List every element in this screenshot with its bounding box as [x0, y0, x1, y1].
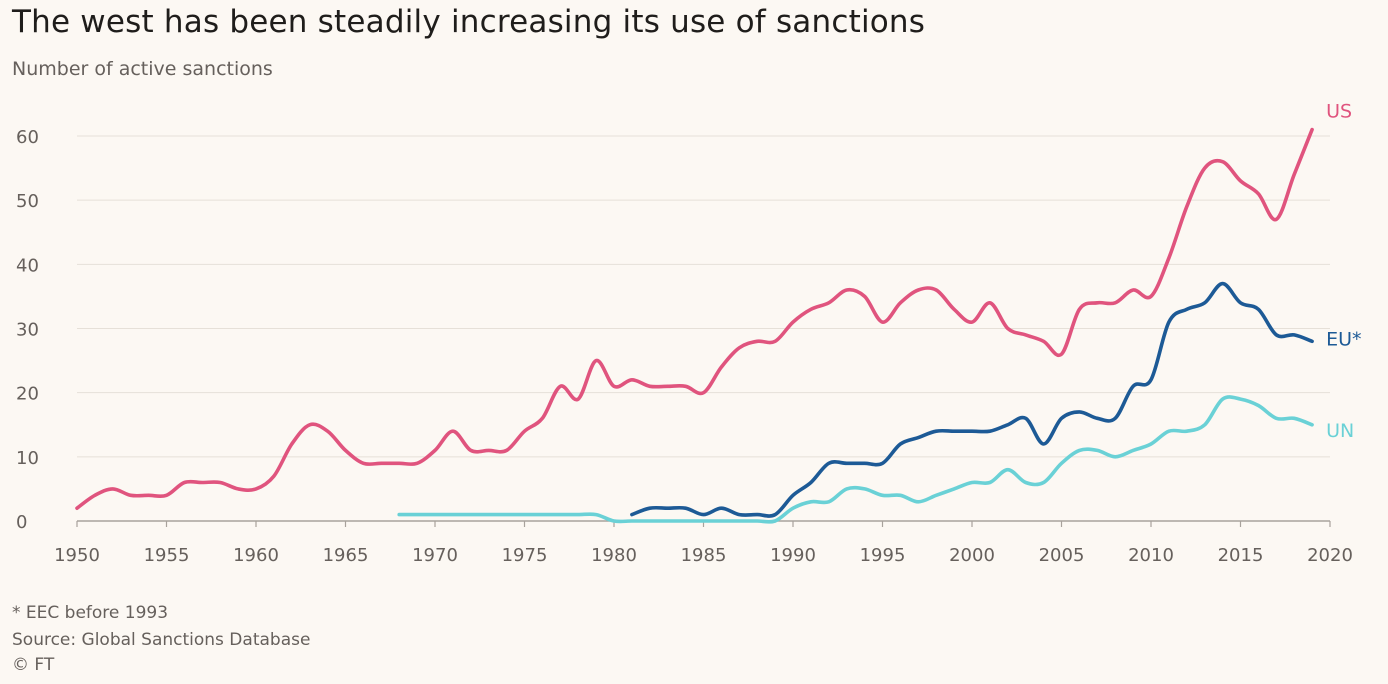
x-tick-label: 2005 — [1039, 545, 1085, 566]
x-tick-label: 2015 — [1218, 545, 1264, 566]
x-tick-label: 2020 — [1307, 545, 1353, 566]
x-tick-label: 1985 — [681, 545, 727, 566]
series-line-un — [397, 395, 1314, 524]
x-tick-label: 1970 — [412, 545, 458, 566]
gridlines — [77, 135, 1330, 522]
chart-title: The west has been steadily increasing it… — [12, 4, 926, 40]
source-note: Source: Global Sanctions Database — [12, 630, 311, 650]
series-label-un: UN — [1326, 420, 1354, 442]
credit-note: © FT — [12, 655, 55, 675]
series-label-us: US — [1326, 101, 1352, 123]
y-tick-label: 20 — [16, 384, 39, 405]
x-tick-label: 1955 — [144, 545, 190, 566]
y-tick-label: 30 — [16, 320, 39, 341]
series-line-eu — [630, 281, 1314, 518]
series-lines — [75, 127, 1314, 524]
series-line-us — [75, 127, 1314, 510]
series-labels: US EU* UN — [1326, 101, 1361, 442]
y-tick-label: 40 — [16, 255, 39, 276]
x-tick-label: 2000 — [949, 545, 995, 566]
x-tick-label: 1990 — [770, 545, 816, 566]
x-axis-ticks: 1950 1955 1960 1965 1970 1975 1980 1985 1990 1995… — [54, 521, 1353, 566]
y-tick-label: 50 — [16, 191, 39, 212]
y-tick-label: 60 — [16, 127, 39, 148]
x-tick-label: 1975 — [502, 545, 548, 566]
series-label-eu: EU* — [1326, 328, 1361, 350]
x-tick-label: 1995 — [860, 545, 906, 566]
chart-subtitle: Number of active sanctions — [12, 58, 273, 80]
x-tick-label: 1965 — [323, 545, 369, 566]
y-tick-label: 0 — [16, 512, 27, 533]
x-tick-label: 2010 — [1128, 545, 1174, 566]
footnote-eec: * EEC before 1993 — [12, 603, 169, 623]
y-axis-ticks: 0 10 20 30 40 50 60 — [16, 127, 39, 533]
x-tick-label: 1960 — [233, 545, 279, 566]
x-tick-label: 1950 — [54, 545, 100, 566]
y-tick-label: 10 — [16, 448, 39, 469]
x-tick-label: 1980 — [591, 545, 637, 566]
